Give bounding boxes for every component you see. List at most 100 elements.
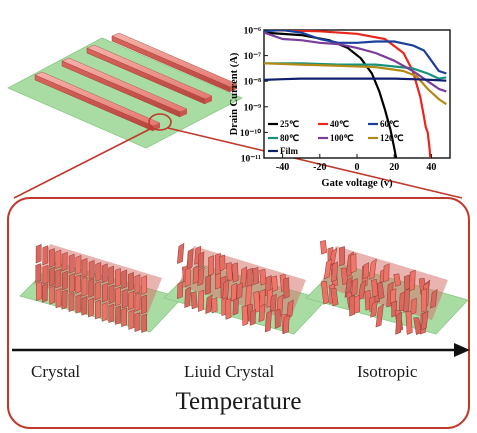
rod <box>111 32 238 93</box>
lamella <box>259 268 267 286</box>
lamella <box>323 258 332 280</box>
lamella <box>88 297 94 318</box>
lamella <box>211 297 218 314</box>
y-tick-label: 10⁻⁶ <box>244 27 262 37</box>
temperature-title: Temperature <box>175 388 302 415</box>
rod <box>34 71 161 132</box>
lamella <box>320 240 327 255</box>
stage-liquid-crystal-illustration <box>163 242 327 335</box>
lamella <box>320 280 330 305</box>
plot-frame <box>263 29 451 159</box>
stage-label-crystal: Crystal <box>31 362 81 381</box>
lamella <box>121 307 128 328</box>
x-tick-label: -20 <box>313 162 326 173</box>
chart-xlabel: Gate voltage (v) <box>321 178 393 189</box>
svg-text:60℃: 60℃ <box>380 119 399 129</box>
lamella <box>49 266 55 287</box>
series-line <box>264 30 447 75</box>
lamella <box>42 245 49 266</box>
series-line <box>264 77 447 82</box>
lamella <box>108 265 115 286</box>
inset-chart: -40 -20 0 20 40 10⁻¹¹ 10⁻¹⁰ 10⁻⁹ 10⁻⁸ 10⁻⁷ 10⁻⁶ 25… <box>229 27 451 189</box>
stage-label-isotropic: Isotropic <box>357 362 418 381</box>
lamella <box>108 284 115 305</box>
lamella <box>236 282 243 300</box>
lamella <box>115 268 121 288</box>
zoom-circle <box>148 113 172 131</box>
svg-text:80℃: 80℃ <box>280 133 299 143</box>
lamella <box>429 288 438 309</box>
lamella <box>351 277 358 297</box>
lamella <box>95 299 101 320</box>
svg-text:40℃: 40℃ <box>330 119 349 129</box>
device-schematic <box>7 32 463 199</box>
lamella <box>128 272 134 292</box>
series-line <box>264 62 447 80</box>
chart-ylabel: Drain Current (A) <box>229 52 240 135</box>
series-lines <box>264 30 447 158</box>
lamella <box>357 279 367 301</box>
lamella <box>271 275 278 292</box>
lamella <box>75 255 82 275</box>
svg-text:120℃: 120℃ <box>380 133 404 143</box>
lamella <box>371 278 379 298</box>
lamella <box>81 257 88 278</box>
lamella <box>36 281 42 302</box>
lamella <box>252 267 260 286</box>
lamella <box>134 292 141 312</box>
y-tick-label: 10⁻⁹ <box>244 103 262 113</box>
lamella <box>420 310 429 331</box>
lamella <box>225 297 232 320</box>
lamella <box>68 253 75 274</box>
lamella <box>88 278 95 298</box>
lamella <box>186 247 194 270</box>
lamella <box>241 305 249 327</box>
legend-item: 40℃ <box>318 119 349 129</box>
lamella <box>274 308 281 329</box>
lamella <box>35 263 42 283</box>
lamella <box>184 286 191 309</box>
rod-array <box>34 32 238 132</box>
lamella <box>55 268 62 289</box>
lamella <box>245 284 252 308</box>
lamella <box>61 251 68 272</box>
lamella <box>35 243 42 264</box>
lamella <box>331 261 339 283</box>
x-tick-label: -40 <box>276 162 289 173</box>
lamella <box>88 259 95 280</box>
series-line <box>264 62 447 106</box>
legend-item: 25℃ <box>268 119 299 129</box>
lamella <box>269 293 277 313</box>
lamella <box>197 251 205 269</box>
lamella <box>246 267 253 289</box>
legend-item: 80℃ <box>268 133 299 143</box>
svg-text:100℃: 100℃ <box>330 133 354 143</box>
lamella <box>197 266 205 287</box>
lamella <box>81 296 88 316</box>
lamella <box>215 272 221 290</box>
lamella <box>405 310 413 335</box>
lamella <box>232 297 239 316</box>
lamella <box>49 248 55 268</box>
lamella <box>205 294 213 315</box>
lamella <box>286 299 294 319</box>
legend-item: 120℃ <box>368 133 404 143</box>
legend-item: 100℃ <box>318 133 354 143</box>
lamella <box>42 264 49 285</box>
lamella <box>141 294 147 315</box>
y-tick-label: 10⁻⁷ <box>244 52 262 62</box>
lamella <box>362 262 370 280</box>
stage-crystal-illustration <box>19 243 183 334</box>
chart-ticks: -40 -20 0 20 40 10⁻¹¹ 10⁻¹⁰ 10⁻⁹ 10⁻⁸ 10⁻⁷ 10⁻⁶ <box>240 27 437 174</box>
zoom-frame <box>7 197 470 429</box>
lamella <box>410 297 417 315</box>
lamella <box>61 270 68 291</box>
lamella <box>108 303 115 323</box>
lamella <box>128 290 135 311</box>
lamella <box>283 277 290 299</box>
lamella <box>376 282 385 300</box>
lamella <box>184 267 191 288</box>
lamella <box>190 291 198 310</box>
